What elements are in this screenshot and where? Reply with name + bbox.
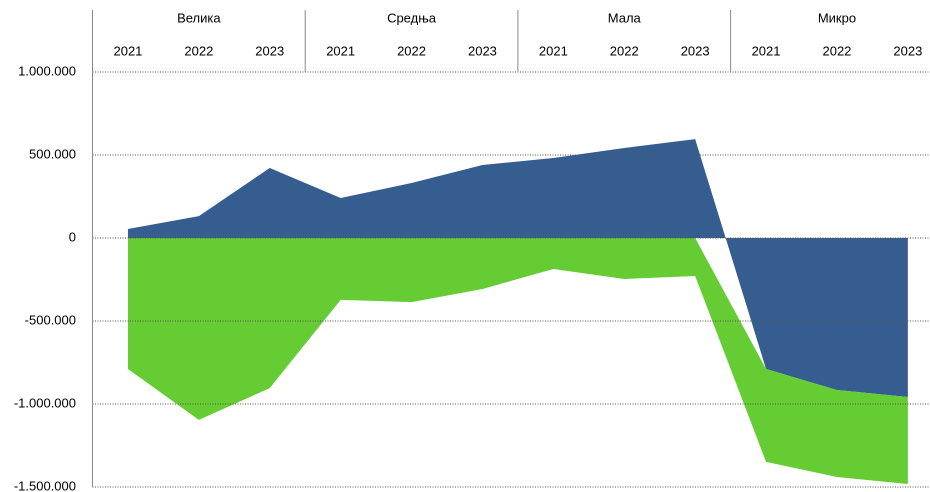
x-tick-label: 2022 [610,43,639,58]
group-label: Мала [608,10,642,25]
group-label: Велика [177,10,221,25]
y-tick-label: -1.000.000 [14,395,76,410]
x-tick-label: 2021 [752,43,781,58]
group-label: Средња [387,10,437,25]
chart: -1.500.000 -1.000.000 -500.000 0 500.000 1.00… [0,0,930,492]
x-tick-label: 2021 [113,43,142,58]
y-tick-label: -1.500.000 [14,478,76,492]
y-tick-label: 0 [69,229,76,244]
areas [128,139,908,484]
y-tick-label: -500.000 [25,312,76,327]
y-tick-label: 1.000.000 [18,63,76,78]
group-label: Микро [818,10,856,25]
x-tick-label: 2021 [539,43,568,58]
x-tick-label: 2022 [397,43,426,58]
x-tick-label: 2023 [468,43,497,58]
x-tick-label: 2021 [326,43,355,58]
x-tick-label: 2022 [184,43,213,58]
x-tick-label: 2022 [822,43,851,58]
x-tick-label: 2023 [255,43,284,58]
y-tick-label: 500.000 [29,146,76,161]
x-tick-label: 2023 [893,43,922,58]
x-tick-label: 2023 [681,43,710,58]
